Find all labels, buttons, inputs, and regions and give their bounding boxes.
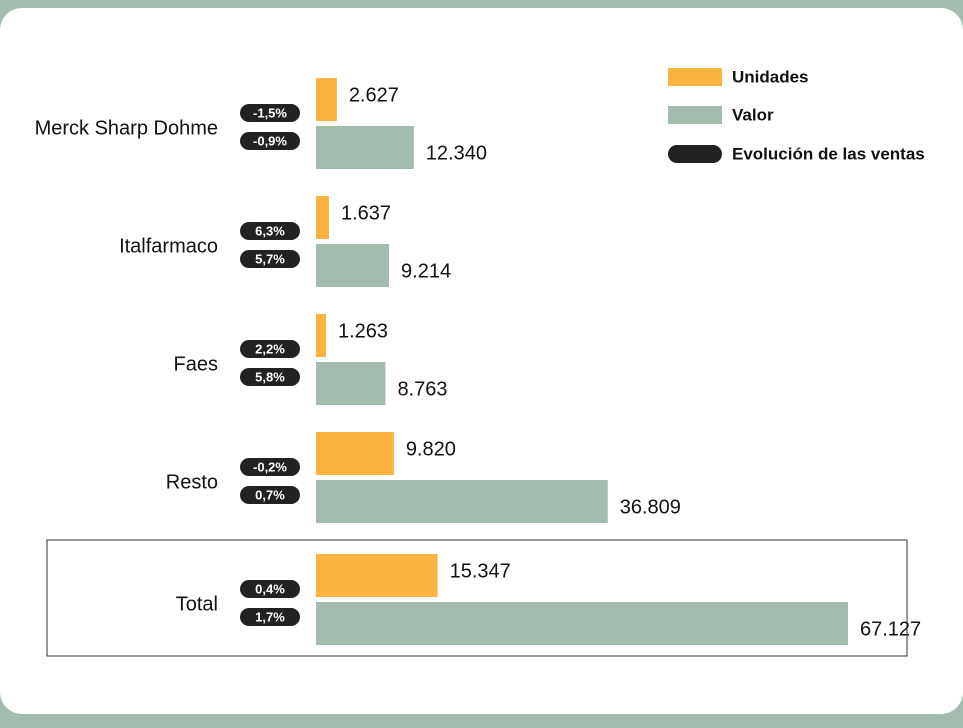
value-label: 1.637 [341,202,391,224]
value-label: 15.347 [450,560,511,582]
value-label: 1.263 [338,320,388,342]
value-label: 36.809 [620,496,681,518]
change-pill-label: 0,7% [255,487,285,502]
change-pill [240,486,300,504]
bar [316,432,394,475]
change-pill-label: 5,7% [255,251,285,266]
category-label: Italfarmaco [119,235,218,257]
value-label: 9.820 [406,438,456,460]
category-label: Faes [174,353,218,375]
legend-label: Valor [732,105,774,124]
legend-swatch [668,106,722,124]
legend-pill [668,145,722,163]
bar [316,78,337,121]
change-pill-label: 5,8% [255,369,285,384]
change-pill [240,222,300,240]
value-label: 67.127 [860,618,921,640]
total-box [46,539,908,657]
bar [316,554,438,597]
value-label: 12.340 [426,142,487,164]
bar [316,196,329,239]
category-label: Total [176,593,218,615]
change-pill [240,368,300,386]
bar [316,314,327,357]
bar [316,362,386,405]
change-pill [240,580,300,598]
change-pill [240,250,300,268]
change-pill [240,104,300,122]
value-label: 8.763 [397,378,447,400]
category-label: Resto [166,471,218,493]
change-pill-label: -0,9% [253,133,287,148]
change-pill-label: -0,2% [253,459,287,474]
category-label: Merck Sharp Dohme [35,117,218,139]
change-pill [240,132,300,150]
change-pill [240,608,300,626]
bar [316,244,390,287]
legend-label: Unidades [732,67,809,86]
value-label: 9.214 [401,260,451,282]
change-pill-label: 6,3% [255,223,285,238]
panel [0,8,963,714]
change-pill-label: 0,4% [255,581,285,596]
change-pill [240,340,300,358]
value-label: 2.627 [349,84,399,106]
bar [316,480,608,523]
legend-swatch [668,68,722,86]
legend-label: Evolución de las ventas [732,144,925,163]
bar [316,602,848,645]
change-pill-label: 1,7% [255,609,285,624]
change-pill-label: -1,5% [253,105,287,120]
change-pill-label: 2,2% [255,341,285,356]
change-pill [240,458,300,476]
bar [316,126,414,169]
